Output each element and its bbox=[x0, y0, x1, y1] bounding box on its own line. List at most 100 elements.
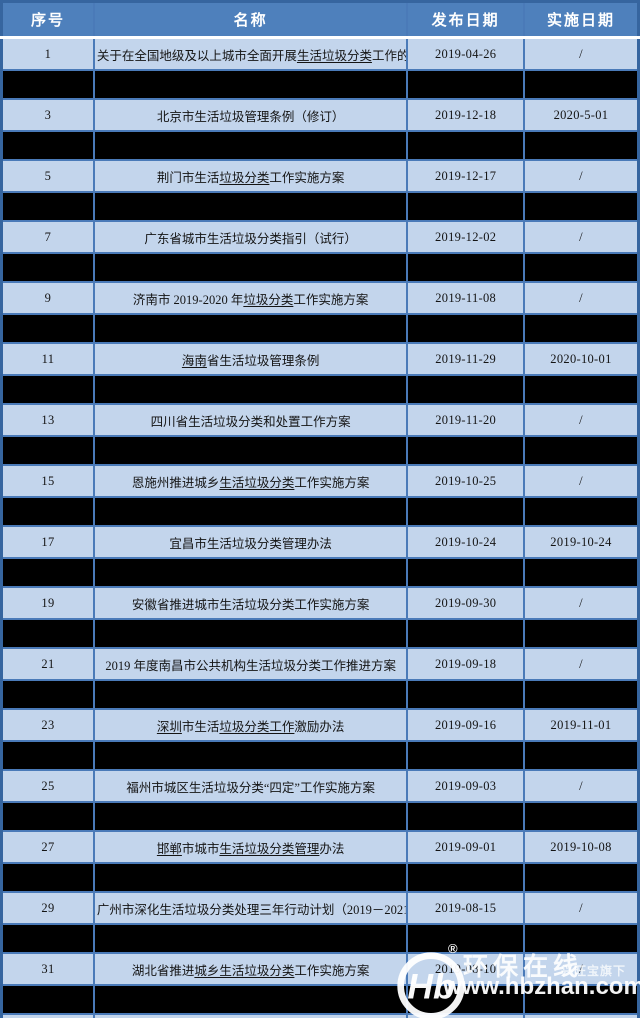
cell-index bbox=[0, 618, 95, 649]
doc-title-segment-underlined: 垃圾分类 bbox=[243, 292, 294, 307]
cell-impl-date bbox=[522, 374, 640, 405]
cell-name bbox=[92, 923, 409, 954]
cell-pub-date: 2019-10-25 bbox=[406, 464, 525, 498]
table-row-redacted bbox=[0, 130, 640, 161]
cell-pub-date bbox=[406, 984, 525, 1015]
doc-title-segment-underlined: 邯郸 bbox=[156, 841, 182, 856]
table-row-redacted bbox=[0, 618, 640, 649]
cell-pub-date bbox=[406, 557, 525, 588]
cell-impl-date bbox=[522, 313, 640, 344]
cell-pub-date: 2019-09-01 bbox=[406, 830, 525, 864]
table-row: 29 广州市深化生活垃圾分类处理三年行动计划（2019－2021 年） 2019-0… bbox=[0, 891, 640, 925]
cell-index bbox=[0, 69, 95, 100]
cell-index: 9 bbox=[0, 281, 95, 315]
cell-index bbox=[0, 740, 95, 771]
doc-title-segment: 荆门市生活 bbox=[156, 170, 220, 185]
doc-title-segment: 济南市 2019-2020 年 bbox=[132, 292, 244, 307]
cell-index bbox=[0, 313, 95, 344]
cell-impl-date: 2019-10-08 bbox=[522, 830, 640, 864]
cell-impl-date bbox=[522, 130, 640, 161]
cell-pub-date bbox=[406, 679, 525, 710]
doc-title-segment: 广东省城市生活垃圾分类指引（试行） bbox=[144, 231, 357, 246]
table-row-redacted bbox=[0, 313, 640, 344]
table-row-redacted bbox=[0, 862, 640, 893]
cell-index: 29 bbox=[0, 891, 95, 925]
cell-index: 5 bbox=[0, 159, 95, 193]
col-header-index: 序号 bbox=[1, 1, 95, 39]
cell-index: 21 bbox=[0, 647, 95, 681]
cell-impl-date bbox=[522, 984, 640, 1015]
cell-index: 19 bbox=[0, 586, 95, 620]
table-row-redacted bbox=[0, 984, 640, 1015]
cell-impl-date bbox=[522, 679, 640, 710]
cell-index bbox=[0, 252, 95, 283]
table-row: 7 广东省城市生活垃圾分类指引（试行） 2019-12-02/ bbox=[0, 220, 640, 254]
cell-impl-date bbox=[522, 740, 640, 771]
cell-index: 23 bbox=[0, 708, 95, 742]
doc-title-segment-underlined: 生活垃圾分类 bbox=[219, 475, 295, 490]
cell-impl-date: / bbox=[522, 891, 640, 925]
cell-index: 7 bbox=[0, 220, 95, 254]
cell-pub-date bbox=[406, 740, 525, 771]
col-header-impl-date: 实施日期 bbox=[522, 1, 639, 39]
cell-impl-date: 2019-10-24 bbox=[522, 525, 640, 559]
table-row: 23 深圳市生活垃圾分类工作激励办法 2019-09-16 2019-11-01 bbox=[0, 708, 640, 742]
cell-pub-date bbox=[406, 130, 525, 161]
cell-name bbox=[92, 801, 409, 832]
doc-title-segment: 恩施州推进城乡 bbox=[131, 475, 220, 490]
cell-name: 荆门市生活垃圾分类工作实施方案 bbox=[92, 159, 409, 193]
cell-name: 湖北省推进城乡生活垃圾分类工作实施方案 bbox=[92, 952, 409, 986]
cell-name: 恩施州推进城乡生活垃圾分类工作实施方案 bbox=[92, 464, 409, 498]
cell-index bbox=[0, 191, 95, 222]
cell-pub-date: 2019-04-26 bbox=[406, 36, 525, 71]
col-header-name: 名称 bbox=[92, 1, 409, 39]
doc-title-segment: 工作实施方案 bbox=[294, 475, 370, 490]
cell-impl-date: / bbox=[522, 36, 640, 71]
cell-index bbox=[0, 984, 95, 1015]
cell-index: 17 bbox=[0, 525, 95, 559]
table-row: 19 安徽省推进城市生活垃圾分类工作实施方案 2019-09-30/ bbox=[0, 586, 640, 620]
table-row: 1关于在全国地级及以上城市全面开展生活垃圾分类工作的通知2019-04-26/ bbox=[0, 36, 640, 71]
table-row: 5 荆门市生活垃圾分类工作实施方案 2019-12-17/ bbox=[0, 159, 640, 193]
doc-title-segment-underlined: 深圳 bbox=[156, 719, 182, 734]
cell-index: 25 bbox=[0, 769, 95, 803]
cell-name: 四川省生活垃圾分类和处置工作方案 bbox=[92, 403, 409, 437]
doc-title-segment: 四川省生活垃圾分类和处置工作方案 bbox=[150, 414, 351, 429]
cell-impl-date: / bbox=[522, 220, 640, 254]
cell-name bbox=[92, 435, 409, 466]
cell-name: 关于在全国地级及以上城市全面开展生活垃圾分类工作的通知 bbox=[92, 36, 409, 71]
cell-impl-date bbox=[522, 252, 640, 283]
cell-impl-date bbox=[522, 557, 640, 588]
table-row-redacted bbox=[0, 923, 640, 954]
cell-name: 北京市生活垃圾管理条例（修订） bbox=[92, 98, 409, 132]
cell-name bbox=[92, 191, 409, 222]
cell-name bbox=[92, 252, 409, 283]
cell-name bbox=[92, 313, 409, 344]
cell-impl-date bbox=[522, 801, 640, 832]
doc-title-segment: 福州市城区生活垃圾分类“四定”工作实施方案 bbox=[126, 780, 375, 795]
doc-title-segment: 工作实施方案 bbox=[269, 170, 345, 185]
cell-name bbox=[92, 69, 409, 100]
doc-title-segment: 湖北省推进 bbox=[131, 963, 195, 978]
cell-pub-date: 2019-09-30 bbox=[406, 586, 525, 620]
cell-pub-date: 2019-11-20 bbox=[406, 403, 525, 437]
cell-impl-date bbox=[522, 191, 640, 222]
table-row: 3 北京市生活垃圾管理条例（修订） 2019-12-18 2020-5-01 bbox=[0, 98, 640, 132]
cell-impl-date: / bbox=[522, 952, 640, 986]
cell-impl-date bbox=[522, 69, 640, 100]
doc-title-segment: 市生活 bbox=[181, 719, 220, 734]
cell-name bbox=[92, 374, 409, 405]
cell-name: 深圳市生活垃圾分类工作激励办法 bbox=[92, 708, 409, 742]
cell-impl-date: / bbox=[522, 1013, 640, 1018]
table-row: 11 海南省生活垃圾管理条例 2019-11-29 2020-10-01 bbox=[0, 342, 640, 376]
cell-name: 福州市城区生活垃圾分类“四定”工作实施方案 bbox=[92, 769, 409, 803]
cell-index: 27 bbox=[0, 830, 95, 864]
cell-pub-date: 2019-09-03 bbox=[406, 769, 525, 803]
table-row: 21 2019 年度南昌市公共机构生活垃圾分类工作推进方案 2019-09-18/ bbox=[0, 647, 640, 681]
cell-pub-date bbox=[406, 923, 525, 954]
table-row-redacted bbox=[0, 69, 640, 100]
cell-index bbox=[0, 435, 95, 466]
table-row-redacted bbox=[0, 191, 640, 222]
